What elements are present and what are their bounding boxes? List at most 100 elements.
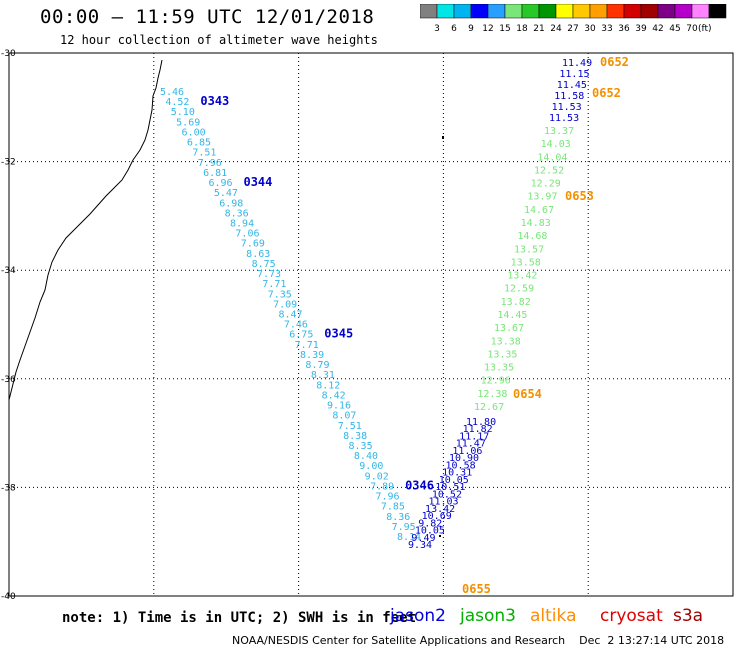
swh-label-pass2: 13.97 [527,192,557,203]
time-label-pass2: 0655 [462,582,491,596]
swh-label-pass1: 9.16 [327,401,351,412]
legend-s3a: s3a [673,606,704,626]
altimeter-map: 150153156159162165-30-32-34-36-38-405.46… [1,49,734,602]
colorbar-label: 12 [482,24,493,34]
swh-label-pass1: 7.71 [262,279,286,290]
swh-label-pass2: 13.38 [491,336,521,347]
swh-label-pass2: 11.03 [428,497,458,508]
time-label-pass2: 0652 [600,55,629,69]
swh-label-pass1: 8.79 [305,360,329,371]
swh-label-pass1: 6.98 [219,198,243,209]
swh-label-pass1: 6.75 [289,330,313,341]
swh-label-pass2: 12.59 [504,284,534,295]
color-scale-bar: 3 6 9 12 15 18 21 24 27 30 33 36 39 42 45 70 (ft) [420,4,727,34]
swh-label-pass2: 12.52 [534,165,564,176]
swh-label-pass1: 6.96 [208,178,232,189]
swh-label-pass2: 13.35 [484,363,514,374]
swh-label-pass2: 12.96 [481,376,511,387]
swh-label-pass2: 12.38 [477,389,507,400]
swh-label-pass2: 10.05 [415,526,445,537]
swh-label-pass2: 9.49 [411,533,435,544]
swh-label-pass1: 8.31 [311,370,335,381]
colorbar-label: 30 [584,24,596,34]
swh-label-pass2: 10.52 [432,489,462,500]
colorbar-label: 27 [567,24,578,34]
swh-label-pass1: 5.69 [176,117,200,128]
swh-label-pass2: 10.90 [449,453,479,464]
swh-label-pass1: 8.42 [322,390,346,401]
swh-label-pass2: 10.31 [442,468,472,479]
colorbar-label: 24 [550,24,562,34]
swh-label-pass1: 7.51 [338,421,362,432]
swh-label-pass1: 7.71 [295,340,319,351]
swh-label-pass1: 7.09 [273,299,297,310]
legend-cryosat: cryosat [600,606,663,626]
swh-label-pass2: 11.53 [552,102,582,113]
swh-label-pass2: 11.45 [557,80,587,91]
swh-label-pass2: 11.47 [456,439,486,450]
swh-label-pass1: 8.14 [397,532,421,543]
swh-label-pass1: 7.73 [257,269,281,280]
swh-label-pass1: 9.00 [359,461,383,472]
island-marker [439,535,441,537]
swh-label-pass1: 8.39 [300,350,324,361]
time-label-pass1: 0345 [324,327,353,341]
colorbar-label: 6 [451,24,457,34]
swh-label-pass2: 11.53 [549,113,579,124]
swh-label-pass1: 8.36 [225,208,249,219]
swh-label-pass2: 11.06 [452,446,482,457]
swh-label-pass2: 12.29 [531,179,561,190]
colorbar-swatch [708,4,727,19]
island-marker [442,136,444,139]
colorbar-label: 3 [434,24,440,34]
colorbar-label: 21 [533,24,544,34]
swh-label-pass2: 14.83 [521,218,551,229]
colorbar-label: (ft) [698,24,712,34]
swh-label-pass1: 8.94 [230,218,254,229]
colorbar-label: 18 [516,24,528,34]
credit-line: NOAA/NESDIS Center for Satellite Applica… [232,634,725,647]
swh-label-pass1: 7.46 [284,320,308,331]
lat-tick-label: -34 [1,266,16,276]
colorbar-label: 36 [618,24,630,34]
colorbar-label: 39 [635,24,647,34]
swh-label-pass1: 5.47 [214,188,238,199]
swh-label-pass2: 13.42 [425,504,455,515]
swh-label-pass1: 7.85 [381,502,405,513]
swh-label-pass2: 13.67 [494,323,524,334]
swh-label-pass2: 13.58 [511,257,541,268]
swh-label-pass2: 9.82 [418,518,442,529]
map-frame [8,52,734,597]
time-label-pass1: 0346 [405,478,434,492]
swh-label-pass2: 14.04 [537,152,567,163]
swh-label-pass2: 13.82 [501,297,531,308]
swh-label-pass1: 8.35 [349,441,373,452]
colorbar-label: 15 [499,24,510,34]
legend-altika: altika [530,606,577,626]
coastline [8,59,163,410]
swh-label-pass1: 6.00 [182,127,206,138]
swh-label-pass1: 8.36 [386,512,410,523]
swh-label-pass2: 11.17 [459,431,489,442]
footnote: note: 1) Time is in UTC; 2) SWH is in fe… [62,610,417,626]
swh-label-pass2: 14.03 [541,139,571,150]
swh-label-pass1: 4.52 [165,97,189,108]
swh-label-pass1: 7.51 [192,148,216,159]
colorbar-label: 70 [686,24,698,34]
colorbar-label: 42 [652,24,663,34]
colorbar-label: 9 [468,24,474,34]
time-label-pass2: 0652 [592,86,621,100]
swh-label-pass1: 8.40 [354,451,378,462]
swh-label-pass1: 7.35 [268,289,292,300]
swh-label-pass1: 7.95 [392,522,416,533]
swh-label-pass1: 6.81 [203,168,227,179]
lat-tick-label: -40 [1,592,16,602]
time-label-pass2: 0653 [565,189,594,203]
lat-tick-label: -38 [1,483,16,493]
swh-label-pass1: 8.75 [252,259,276,270]
swh-label-pass1: 7.69 [241,239,265,250]
swh-label-pass2: 14.67 [524,205,554,216]
swh-label-pass2: 12.67 [474,402,504,413]
colorbar-label: 45 [669,24,680,34]
lat-tick-label: -36 [1,375,16,385]
